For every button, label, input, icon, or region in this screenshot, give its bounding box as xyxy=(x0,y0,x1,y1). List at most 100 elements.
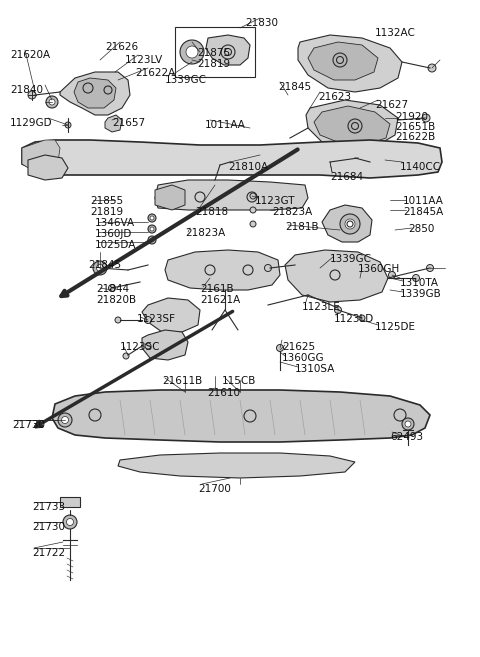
Text: 21844: 21844 xyxy=(96,284,129,294)
Text: 21730: 21730 xyxy=(32,522,65,532)
Text: 21626: 21626 xyxy=(105,42,138,52)
Circle shape xyxy=(250,193,256,199)
Text: 21611B: 21611B xyxy=(162,376,202,386)
Circle shape xyxy=(412,275,420,281)
Text: 21622A: 21622A xyxy=(135,68,175,78)
Text: 1140CC: 1140CC xyxy=(400,162,441,172)
Circle shape xyxy=(144,317,152,323)
Circle shape xyxy=(65,122,71,128)
Circle shape xyxy=(326,158,334,166)
Text: 1123SF: 1123SF xyxy=(137,314,176,324)
Text: 1123LV: 1123LV xyxy=(125,55,163,65)
Bar xyxy=(60,497,80,507)
Circle shape xyxy=(46,96,58,108)
Text: 21823A: 21823A xyxy=(185,228,225,238)
Circle shape xyxy=(150,227,154,231)
Text: 1339GB: 1339GB xyxy=(400,289,442,299)
Circle shape xyxy=(58,413,72,427)
Polygon shape xyxy=(28,155,68,180)
Text: 21819: 21819 xyxy=(197,59,230,69)
Circle shape xyxy=(67,518,73,526)
Text: 21830: 21830 xyxy=(245,18,278,28)
Text: 21610: 21610 xyxy=(207,388,240,398)
Text: 21684: 21684 xyxy=(330,172,363,182)
Text: 1360GH: 1360GH xyxy=(358,264,400,274)
Polygon shape xyxy=(322,205,372,242)
Circle shape xyxy=(150,238,154,242)
Text: 21845: 21845 xyxy=(88,260,121,270)
Text: 21623: 21623 xyxy=(318,92,351,102)
Text: 21651B: 21651B xyxy=(395,122,435,132)
Text: 2181B: 2181B xyxy=(285,222,319,232)
Text: 1360JD: 1360JD xyxy=(95,229,132,239)
Text: 21627: 21627 xyxy=(375,100,408,110)
Circle shape xyxy=(148,236,156,244)
Text: 1011AA: 1011AA xyxy=(403,196,444,206)
Text: 1129GD: 1129GD xyxy=(10,118,53,128)
Circle shape xyxy=(359,315,365,321)
Text: 21845A: 21845A xyxy=(403,207,443,217)
Circle shape xyxy=(428,64,436,72)
Text: 1310SA: 1310SA xyxy=(295,364,336,374)
Circle shape xyxy=(335,307,341,313)
Text: 21622B: 21622B xyxy=(395,132,435,142)
Circle shape xyxy=(276,344,284,351)
Circle shape xyxy=(28,91,36,99)
Text: 21920: 21920 xyxy=(395,112,428,122)
Circle shape xyxy=(115,317,121,323)
Text: 21621A: 21621A xyxy=(200,295,240,305)
Polygon shape xyxy=(155,180,308,210)
Text: 21620A: 21620A xyxy=(10,50,50,60)
Polygon shape xyxy=(22,140,60,172)
Text: 1132AC: 1132AC xyxy=(375,28,416,38)
Text: 1339GC: 1339GC xyxy=(330,254,372,264)
Circle shape xyxy=(96,265,104,271)
Text: 21733: 21733 xyxy=(32,502,65,512)
Text: 1123LE: 1123LE xyxy=(302,302,341,312)
Text: 1125DE: 1125DE xyxy=(375,322,416,332)
Polygon shape xyxy=(314,106,390,145)
Polygon shape xyxy=(105,115,122,132)
Text: 21700: 21700 xyxy=(198,484,231,494)
Text: 21625: 21625 xyxy=(282,342,315,352)
Text: 21845: 21845 xyxy=(278,82,311,92)
Circle shape xyxy=(427,265,433,271)
Text: 1339GC: 1339GC xyxy=(165,75,207,85)
Text: 115CB: 115CB xyxy=(222,376,256,386)
Text: 21657: 21657 xyxy=(112,118,145,128)
Circle shape xyxy=(250,207,256,213)
Circle shape xyxy=(148,214,156,222)
Text: 62493: 62493 xyxy=(390,432,423,442)
Circle shape xyxy=(388,271,396,279)
Circle shape xyxy=(145,343,151,349)
Polygon shape xyxy=(306,100,398,148)
Text: 1025DA: 1025DA xyxy=(95,240,136,250)
Polygon shape xyxy=(74,78,116,108)
Text: 1346VA: 1346VA xyxy=(95,218,135,228)
Text: 1310TA: 1310TA xyxy=(400,278,439,288)
Polygon shape xyxy=(142,298,200,332)
Circle shape xyxy=(93,261,107,275)
Text: 21820B: 21820B xyxy=(96,295,136,305)
Text: 21722: 21722 xyxy=(32,548,65,558)
Polygon shape xyxy=(206,35,250,65)
Circle shape xyxy=(123,353,129,359)
Text: 21818: 21818 xyxy=(195,207,228,217)
Circle shape xyxy=(402,418,414,430)
Polygon shape xyxy=(285,250,388,302)
Text: 21819: 21819 xyxy=(90,207,123,217)
Text: 21810A: 21810A xyxy=(228,162,268,172)
Polygon shape xyxy=(60,72,130,115)
Polygon shape xyxy=(118,453,355,478)
Polygon shape xyxy=(165,250,280,290)
Circle shape xyxy=(61,417,69,424)
Circle shape xyxy=(150,216,154,220)
Text: 1360GG: 1360GG xyxy=(282,353,324,363)
Text: 21875: 21875 xyxy=(197,48,230,58)
Text: 21730: 21730 xyxy=(12,420,45,430)
Circle shape xyxy=(405,421,411,427)
Circle shape xyxy=(422,114,430,122)
Circle shape xyxy=(108,284,116,292)
Polygon shape xyxy=(52,390,430,442)
Circle shape xyxy=(63,515,77,529)
